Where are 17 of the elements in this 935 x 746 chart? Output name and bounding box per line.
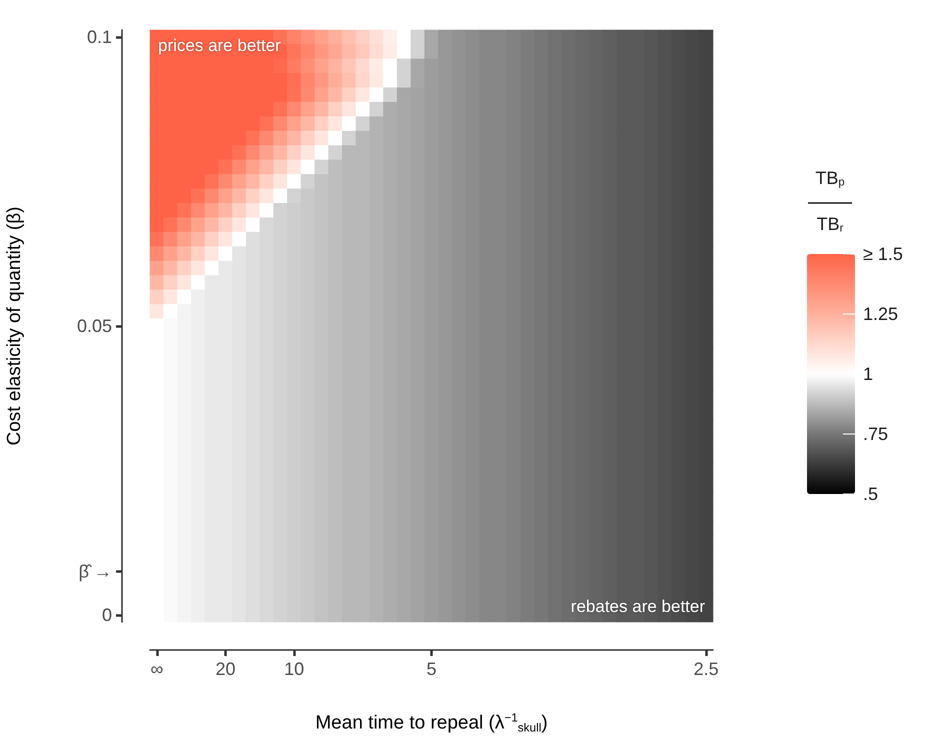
color-bar-label: .75	[863, 424, 888, 444]
color-bar-label: 1	[863, 364, 874, 384]
x-tick-label: 10	[284, 659, 304, 679]
x-tick-label: 20	[216, 659, 236, 679]
annotation: rebates are better	[570, 597, 706, 616]
x-tick-label: 5	[426, 659, 437, 679]
x-tick-label: ∞	[150, 659, 164, 679]
x-tick-label: 2.5	[694, 659, 719, 679]
y-tick-label: 0.1	[86, 27, 112, 48]
y-tick-label: 0.05	[76, 316, 112, 336]
y-tick-label: β̂ →	[78, 561, 112, 582]
annotation: prices are better	[158, 36, 282, 55]
color-bar-label: ≥ 1.5	[863, 244, 903, 264]
color-bar-label: 1.25	[863, 304, 898, 324]
y-tick-label: 0	[102, 604, 112, 625]
color-bar-label: .5	[863, 484, 878, 504]
y-axis-title: Cost elasticity of quantity (β)	[4, 206, 25, 446]
